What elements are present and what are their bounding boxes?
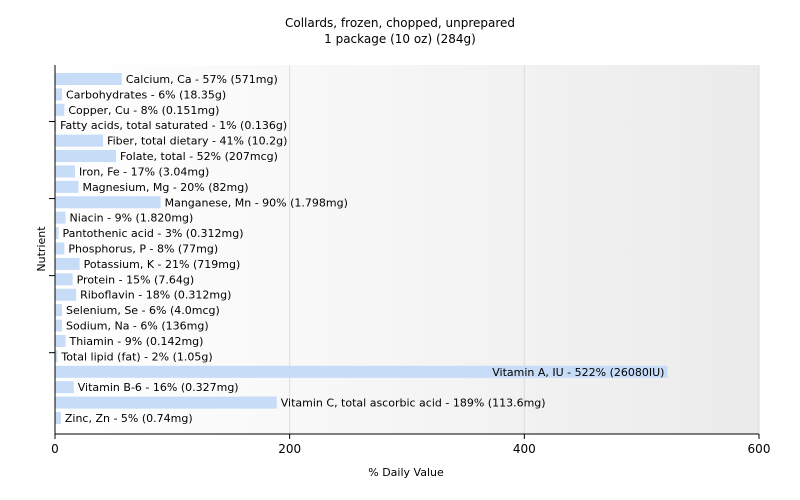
bar <box>55 88 63 101</box>
bar-label: Riboflavin - 18% (0.312mg) <box>80 289 231 302</box>
chart-subtitle: 1 package (10 oz) (284g) <box>324 32 476 46</box>
bar-label: Phosphorus, P - 8% (77mg) <box>68 243 218 256</box>
bar-label: Zinc, Zn - 5% (0.74mg) <box>65 412 193 425</box>
y-axis-title: Nutrient <box>35 226 48 272</box>
bar <box>55 288 77 301</box>
bar-label: Total lipid (fat) - 2% (1.05g) <box>60 350 212 363</box>
bar <box>55 304 63 317</box>
bar <box>55 119 57 132</box>
bar <box>55 211 66 224</box>
bar-label: Potassium, K - 21% (719mg) <box>84 258 241 271</box>
bar-label: Folate, total - 52% (207mcg) <box>120 150 278 163</box>
x-axis-title: % Daily Value <box>368 466 444 479</box>
bar <box>55 381 74 394</box>
bar-label: Thiamin - 9% (0.142mg) <box>69 335 204 348</box>
bar <box>55 165 75 178</box>
bar-label: Iron, Fe - 17% (3.04mg) <box>79 165 209 178</box>
bar-label: Pantothenic acid - 3% (0.312mg) <box>63 227 244 240</box>
bar-label: Calcium, Ca - 57% (571mg) <box>126 73 278 86</box>
bar <box>55 396 277 409</box>
bar-label: Manganese, Mn - 90% (1.798mg) <box>165 196 348 209</box>
bar-label: Fiber, total dietary - 41% (10.2g) <box>107 135 287 148</box>
bar <box>55 103 65 116</box>
bar-label: Niacin - 9% (1.820mg) <box>70 212 194 225</box>
bar-label: Magnesium, Mg - 20% (82mg) <box>82 181 248 194</box>
bar <box>55 242 65 255</box>
chart-title: Collards, frozen, chopped, unprepared <box>284 16 516 30</box>
bar-label: Vitamin A, IU - 522% (26080IU) <box>492 366 664 379</box>
bar-label: Carbohydrates - 6% (18.35g) <box>66 88 226 101</box>
bar-label: Copper, Cu - 8% (0.151mg) <box>68 104 219 117</box>
bar-label: Sodium, Na - 6% (136mg) <box>66 320 209 333</box>
bar <box>55 180 79 193</box>
bar <box>55 365 668 378</box>
bar <box>55 334 66 347</box>
bar <box>55 73 122 85</box>
bar-label: Fatty acids, total saturated - 1% (0.136… <box>60 119 287 132</box>
bar-label: Protein - 15% (7.64g) <box>77 273 195 286</box>
bar-label: Vitamin B-6 - 16% (0.327mg) <box>78 381 239 394</box>
bar <box>55 273 73 286</box>
bar <box>55 350 58 363</box>
x-tick-label: 0 <box>51 442 59 456</box>
bar <box>55 319 63 332</box>
bar <box>55 227 59 240</box>
bar <box>55 196 161 209</box>
bar <box>55 412 61 425</box>
x-tick-label: 200 <box>278 442 301 456</box>
bar-label: Vitamin C, total ascorbic acid - 189% (1… <box>281 397 546 410</box>
bar-label: Selenium, Se - 6% (4.0mcg) <box>66 304 220 317</box>
x-tick-label: 600 <box>748 442 771 456</box>
bar <box>55 150 117 163</box>
bar <box>55 257 80 270</box>
bar <box>55 134 104 147</box>
x-tick-label: 400 <box>513 442 536 456</box>
